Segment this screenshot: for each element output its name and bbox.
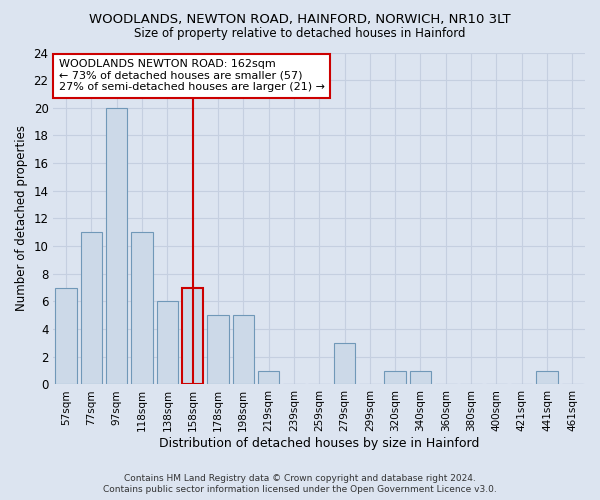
Y-axis label: Number of detached properties: Number of detached properties [15,126,28,312]
Bar [182,288,203,384]
Text: WOODLANDS, NEWTON ROAD, HAINFORD, NORWICH, NR10 3LT: WOODLANDS, NEWTON ROAD, HAINFORD, NORWIC… [89,12,511,26]
Text: WOODLANDS NEWTON ROAD: 162sqm
← 73% of detached houses are smaller (57)
27% of s: WOODLANDS NEWTON ROAD: 162sqm ← 73% of d… [59,59,325,92]
Bar [334,343,355,384]
Text: Contains HM Land Registry data © Crown copyright and database right 2024.
Contai: Contains HM Land Registry data © Crown c… [103,474,497,494]
Bar [131,232,153,384]
Bar [157,302,178,384]
Bar [258,370,280,384]
Bar [207,316,229,384]
X-axis label: Distribution of detached houses by size in Hainford: Distribution of detached houses by size … [159,437,479,450]
Bar [80,232,102,384]
Bar [536,370,558,384]
Text: Size of property relative to detached houses in Hainford: Size of property relative to detached ho… [134,28,466,40]
Bar [410,370,431,384]
Bar [106,108,127,384]
Bar [55,288,77,384]
Bar [385,370,406,384]
Bar [233,316,254,384]
